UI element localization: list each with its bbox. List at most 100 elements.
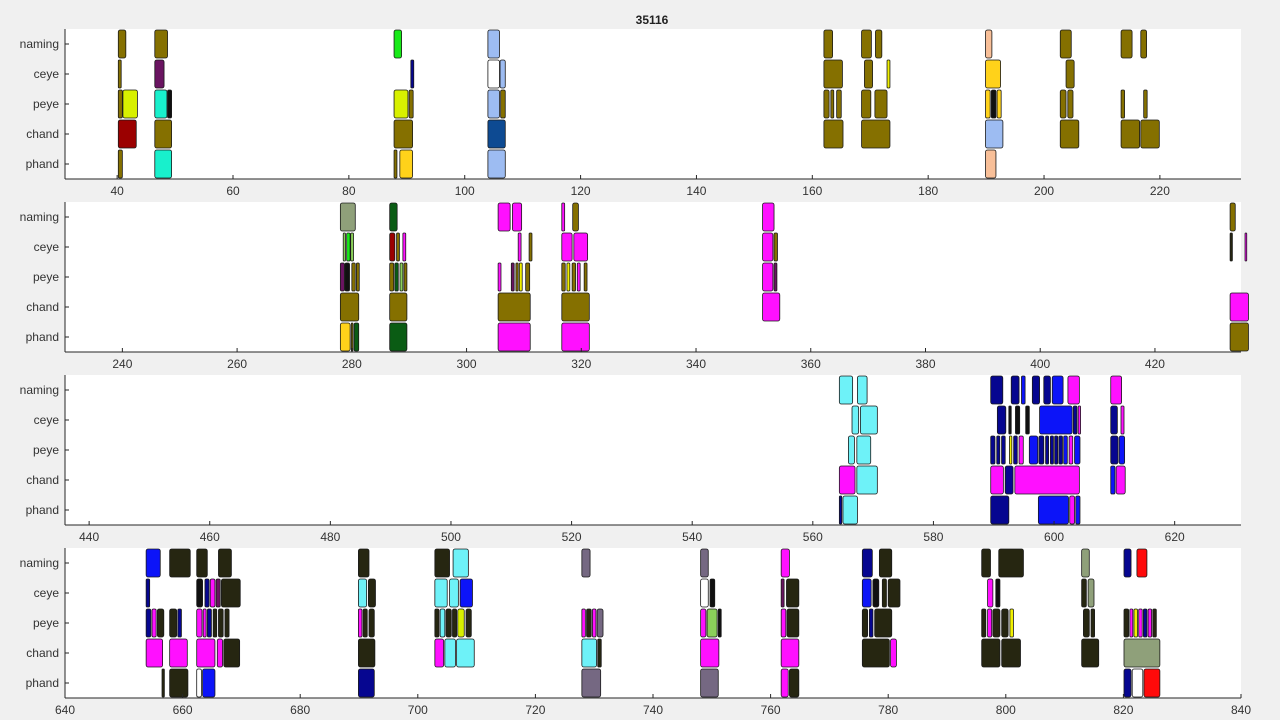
event-block-chand <box>339 292 360 322</box>
event-block-chand <box>597 638 602 668</box>
event-block-peye <box>706 608 718 638</box>
event-block-chand <box>117 119 137 149</box>
event-block-peye <box>439 608 446 638</box>
event-block-peye <box>1123 608 1130 638</box>
event-block-peye <box>996 435 1001 465</box>
x-tick-label: 540 <box>682 530 702 544</box>
x-tick-label: 140 <box>686 184 706 198</box>
y-tick-label: naming <box>20 37 59 51</box>
event-block-peye <box>1009 608 1014 638</box>
event-block-peye <box>1045 435 1050 465</box>
event-block-peye <box>856 435 872 465</box>
event-block-ceye <box>487 59 500 89</box>
event-block-naming <box>861 548 873 578</box>
event-block-ceye <box>1065 59 1075 89</box>
event-block-naming <box>823 29 833 59</box>
event-block-chand <box>700 638 720 668</box>
x-tick-label: 120 <box>571 184 591 198</box>
y-tick-label: peye <box>33 443 59 457</box>
event-block-peye <box>154 89 168 119</box>
event-block-peye <box>500 89 506 119</box>
event-block-chand <box>1059 119 1080 149</box>
event-block-ceye <box>204 578 210 608</box>
event-block-chand <box>1123 638 1161 668</box>
event-block-peye <box>362 608 368 638</box>
x-tick-label: 840 <box>1231 703 1251 717</box>
event-block-phand <box>1229 322 1249 352</box>
event-block-ceye <box>1087 578 1095 608</box>
event-block-peye <box>1068 435 1074 465</box>
timeline-panel-4: naming ceye peye chand phand 640 660 680 700 720 7… <box>20 548 1251 717</box>
x-tick-label: 520 <box>562 530 582 544</box>
event-block-naming <box>1067 375 1080 405</box>
event-block-ceye <box>1025 405 1030 435</box>
event-block-peye <box>145 608 152 638</box>
event-block-peye <box>576 262 581 292</box>
event-block-ceye <box>368 578 376 608</box>
x-tick-label: 260 <box>227 357 247 371</box>
event-block-ceye <box>402 232 407 262</box>
event-block-naming <box>339 202 356 232</box>
axes-background <box>65 29 1241 179</box>
event-block-ceye <box>396 232 400 262</box>
event-block-naming <box>169 548 191 578</box>
event-block-peye <box>1001 608 1009 638</box>
event-block-ceye <box>1072 405 1078 435</box>
event-block-peye <box>339 262 345 292</box>
event-block-peye <box>218 608 224 638</box>
event-block-phand <box>561 322 590 352</box>
event-block-ceye <box>517 232 522 262</box>
event-block-peye <box>1038 435 1045 465</box>
event-block-ceye <box>887 578 901 608</box>
chart-title: 35116 <box>636 13 669 27</box>
event-block-peye <box>1054 435 1059 465</box>
event-block-peye <box>1028 435 1039 465</box>
event-block-naming <box>512 202 523 232</box>
event-block-naming <box>154 29 168 59</box>
y-tick-label: chand <box>26 646 59 660</box>
event-block-peye <box>403 262 408 292</box>
event-block-peye <box>351 262 356 292</box>
x-tick-label: 640 <box>55 703 75 717</box>
event-block-naming <box>218 548 232 578</box>
event-block-ceye <box>145 578 151 608</box>
y-tick-label: phand <box>26 157 59 171</box>
y-tick-label: peye <box>33 616 59 630</box>
event-block-phand <box>838 495 843 525</box>
x-tick-label: 480 <box>320 530 340 544</box>
event-block-chand <box>1110 465 1116 495</box>
event-block-peye <box>452 608 458 638</box>
event-block-ceye <box>154 59 165 89</box>
event-block-chand <box>393 119 413 149</box>
x-tick-label: 240 <box>112 357 132 371</box>
event-block-peye <box>1013 435 1018 465</box>
event-block-phand <box>1131 668 1144 698</box>
y-tick-label: chand <box>26 473 59 487</box>
event-block-chand <box>1140 119 1160 149</box>
x-tick-label: 440 <box>79 530 99 544</box>
event-block-ceye <box>346 232 351 262</box>
event-block-peye <box>206 608 212 638</box>
event-block-peye <box>445 608 452 638</box>
timeline-panel-3: naming ceye peye chand phand 440 460 480 500 520 5… <box>20 375 1241 544</box>
y-tick-label: ceye <box>34 586 60 600</box>
event-block-ceye <box>350 232 354 262</box>
x-tick-label: 80 <box>342 184 356 198</box>
x-tick-label: 380 <box>915 357 935 371</box>
event-block-phand <box>487 149 506 179</box>
event-block-peye <box>212 608 218 638</box>
event-block-peye <box>1143 89 1148 119</box>
event-block-ceye <box>117 59 122 89</box>
event-block-peye <box>836 89 842 119</box>
x-tick-label: 160 <box>802 184 822 198</box>
event-block-peye <box>992 608 1001 638</box>
event-block-ceye <box>528 232 533 262</box>
event-block-phand <box>117 149 123 179</box>
y-tick-label: chand <box>26 300 59 314</box>
y-tick-label: ceye <box>34 413 60 427</box>
event-block-peye <box>990 89 997 119</box>
event-block-naming <box>981 548 991 578</box>
x-tick-label: 220 <box>1150 184 1170 198</box>
event-block-chand <box>389 292 408 322</box>
event-block-phand <box>196 668 202 698</box>
